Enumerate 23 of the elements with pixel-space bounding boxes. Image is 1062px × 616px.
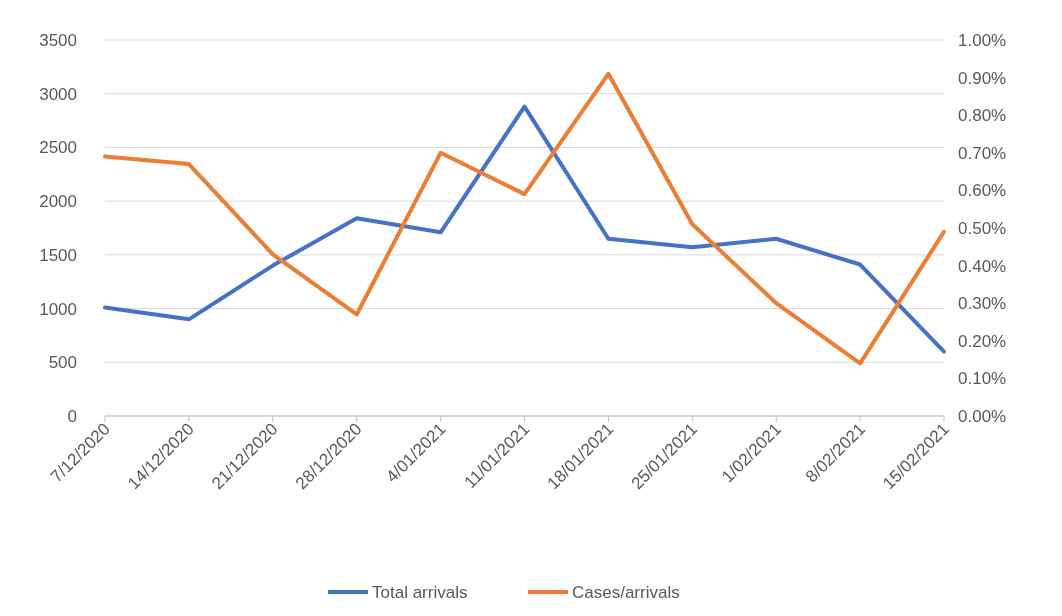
y2-tick-label: 0.70%	[958, 143, 1007, 163]
y2-tick-label: 0.30%	[958, 294, 1007, 314]
y-tick-label: 3500	[39, 30, 77, 50]
y2-tick-label: 0.60%	[958, 181, 1007, 201]
y-tick-label: 1500	[39, 245, 77, 265]
y2-tick-label: 0.40%	[958, 256, 1007, 276]
y-tick-label: 2500	[39, 138, 77, 158]
line-series	[103, 104, 946, 354]
y2-tick-label: 1.00%	[958, 30, 1007, 50]
y-tick-label: 1000	[39, 299, 77, 319]
legend-label: Total arrivals	[372, 582, 468, 602]
legend-label: Cases/arrivals	[572, 582, 680, 602]
y2-tick-label: 0.90%	[958, 68, 1007, 88]
line-series	[103, 71, 946, 366]
y2-tick-label: 0.20%	[958, 331, 1007, 351]
y-tick-label: 0	[67, 406, 77, 426]
y2-tick-label: 0.80%	[958, 106, 1007, 126]
y2-tick-label: 0.00%	[958, 406, 1007, 426]
y-tick-label: 500	[48, 353, 77, 373]
y2-tick-label: 0.10%	[958, 369, 1007, 389]
y-tick-label: 3000	[39, 84, 77, 104]
y2-tick-label: 0.50%	[958, 218, 1007, 238]
y-tick-label: 2000	[39, 192, 77, 212]
